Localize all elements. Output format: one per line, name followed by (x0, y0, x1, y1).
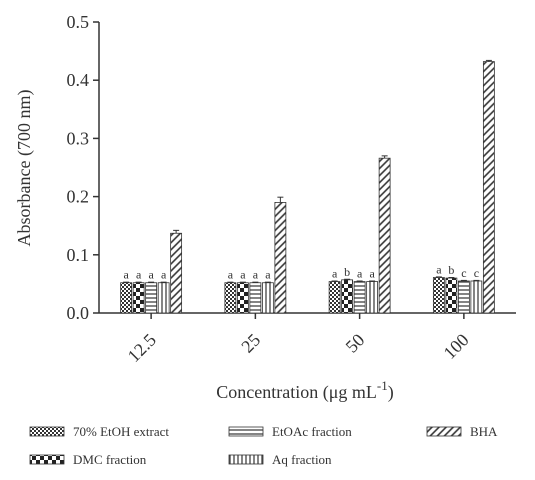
y-tick-label: 0.5 (67, 12, 90, 32)
y-tick-label: 0.0 (67, 303, 90, 323)
legend-swatch (228, 426, 264, 437)
significance-letter: a (161, 268, 167, 282)
legend-label: 70% EtOH extract (73, 424, 169, 439)
legend-item: EtOAc fraction (228, 424, 352, 439)
y-tick-label: 0.4 (67, 70, 90, 90)
bar (224, 282, 237, 314)
legend-swatch (426, 426, 462, 437)
legend-item: Aq fraction (228, 452, 332, 467)
bar (132, 282, 145, 314)
significance-letter: a (253, 268, 259, 282)
x-tick-labels: 12.5 25 50 100 (124, 330, 473, 366)
bar (328, 281, 341, 314)
significance-letter: c (474, 266, 479, 280)
significance-letter: a (123, 268, 129, 282)
significance-letter: a (148, 268, 154, 282)
bar (353, 281, 366, 314)
legend-label: DMC fraction (73, 452, 147, 467)
bar (341, 279, 354, 314)
significance-letter: a (436, 262, 442, 276)
bar (145, 282, 158, 314)
x-tick-label: 25 (237, 330, 264, 357)
bar (236, 282, 249, 314)
x-tick-label: 12.5 (124, 330, 160, 366)
legend-item: BHA (426, 424, 498, 439)
y-tick-label: 0.1 (67, 245, 90, 265)
legend: 70% EtOH extract DMC fraction EtOAc fracti… (29, 424, 498, 467)
legend-item: 70% EtOH extract (29, 424, 169, 439)
legend-item: DMC fraction (29, 452, 147, 467)
bar (274, 202, 287, 314)
significance-letter: a (228, 268, 234, 282)
x-tick-label: 100 (439, 330, 472, 363)
legend-swatch (29, 426, 65, 437)
bar (157, 282, 170, 314)
bar (261, 282, 274, 314)
bar (378, 157, 391, 314)
bar (457, 280, 470, 314)
bar (120, 282, 133, 314)
bar (366, 281, 379, 314)
bar (249, 282, 262, 314)
significance-letter: a (369, 267, 375, 281)
legend-label: EtOAc fraction (272, 424, 352, 439)
legend-label: BHA (470, 424, 498, 439)
significance-letter: a (357, 267, 363, 281)
significance-letter: a (265, 268, 271, 282)
bar (470, 280, 483, 314)
bar (445, 277, 458, 314)
x-tick-label: 50 (342, 330, 369, 357)
y-axis-title: Absorbance (700 nm) (14, 90, 35, 247)
significance-letter: c (461, 266, 466, 280)
significance-letter: a (332, 267, 338, 281)
significance-letter: b (448, 263, 454, 277)
significance-letter: a (240, 268, 246, 282)
significance-letter: a (136, 268, 142, 282)
x-axis-title: Concentration (μg mL-1) (216, 378, 393, 403)
legend-swatch (228, 454, 264, 465)
bar (432, 277, 445, 314)
legend-swatch (29, 454, 65, 465)
y-tick-label: 0.2 (67, 187, 90, 207)
y-tick-label: 0.3 (67, 128, 90, 148)
legend-label: Aq fraction (272, 452, 332, 467)
significance-letter: b (344, 265, 350, 279)
bar (482, 61, 495, 314)
bar (170, 232, 183, 314)
